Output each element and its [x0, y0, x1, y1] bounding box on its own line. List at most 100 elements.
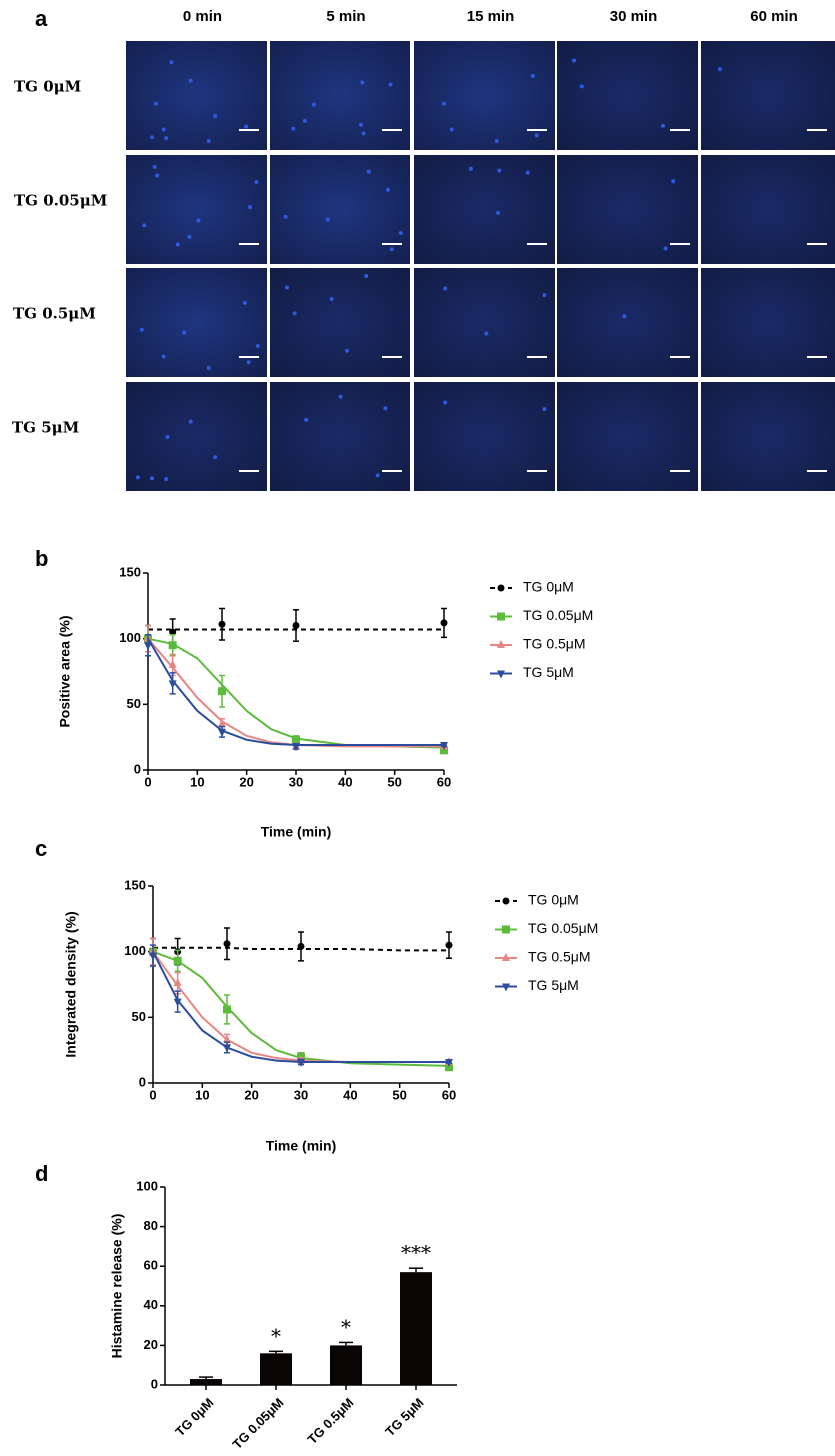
data-point	[292, 622, 300, 630]
cell-spot	[525, 170, 530, 175]
cell-spot	[496, 210, 501, 215]
micrograph	[126, 41, 267, 150]
y-tick-label: 20	[144, 1337, 158, 1352]
cell-spot	[375, 473, 380, 478]
cell-spot	[717, 67, 722, 72]
legend-marker	[502, 925, 510, 934]
data-point	[445, 1058, 453, 1067]
x-tick-label: 60	[442, 1087, 456, 1102]
micrograph	[414, 268, 555, 377]
y-axis-label: Integrated density (%)	[63, 911, 79, 1057]
x-tick-label: 30	[289, 774, 303, 789]
x-tick-label: 40	[338, 774, 352, 789]
column-label: 30 min	[610, 8, 658, 25]
legend-label: TG 5μM	[528, 977, 579, 993]
x-tick-label: 50	[392, 1087, 406, 1102]
cell-spot	[196, 218, 201, 223]
fit-line	[152, 950, 450, 1067]
legend-label: TG 0μM	[528, 892, 579, 908]
x-axis-label: Time (min)	[266, 1138, 337, 1154]
cell-spot	[150, 135, 155, 140]
cell-spot	[206, 139, 211, 144]
x-tick-label: 40	[343, 1087, 357, 1102]
micrograph	[270, 155, 410, 264]
cell-spot	[304, 417, 309, 422]
y-tick-label: 0	[134, 761, 141, 776]
cell-spot	[361, 131, 366, 136]
cell-spot	[153, 101, 158, 106]
bar	[190, 1379, 222, 1385]
cell-spot	[206, 366, 211, 371]
cell-spot	[383, 406, 388, 411]
data-point	[440, 746, 448, 755]
row-label: TG 0.05μM	[14, 192, 107, 210]
micrograph	[270, 41, 410, 150]
y-axis-label: Histamine release (%)	[109, 1214, 125, 1359]
fit-line	[152, 951, 449, 1063]
cell-spot	[338, 394, 343, 399]
micrograph	[126, 268, 267, 377]
y-tick-label: 150	[119, 564, 141, 579]
cell-spot	[572, 58, 577, 63]
data-point	[218, 719, 226, 728]
cell-spot	[542, 407, 547, 412]
legend-marker	[502, 983, 510, 992]
y-tick-label: 0	[139, 1074, 146, 1089]
cell-spot	[165, 434, 170, 439]
cell-spot	[169, 60, 174, 65]
y-tick-label: 0	[151, 1376, 158, 1391]
cell-spot	[484, 331, 489, 336]
x-tick-label: TG 0.05μM	[229, 1395, 286, 1452]
column-label: 15 min	[467, 8, 515, 25]
legend-marker	[497, 584, 505, 592]
cell-spot	[182, 330, 187, 335]
cell-spot	[175, 242, 180, 247]
significance-label: *	[341, 1315, 351, 1339]
cell-spot	[364, 274, 369, 278]
cell-spot	[366, 169, 371, 174]
cell-spot	[449, 127, 454, 132]
fit-line	[152, 951, 449, 1063]
significance-label: *	[271, 1324, 281, 1348]
micrograph	[270, 382, 410, 491]
cell-spot	[255, 343, 260, 348]
data-point	[169, 628, 177, 636]
cell-spot	[188, 419, 193, 424]
fit-line	[153, 946, 449, 952]
column-label: 5 min	[326, 8, 365, 25]
cell-spot	[388, 82, 393, 87]
cell-spot	[188, 78, 193, 83]
x-tick-label: 10	[195, 1087, 209, 1102]
cell-spot	[187, 234, 192, 239]
x-tick-label: 0	[149, 1087, 156, 1102]
micrograph	[557, 382, 698, 491]
micrograph	[557, 268, 698, 377]
cell-spot	[150, 476, 155, 481]
cell-spot	[246, 360, 251, 365]
bar	[260, 1353, 292, 1385]
data-point	[168, 680, 177, 689]
cell-spot	[161, 127, 166, 132]
y-tick-label: 100	[136, 1178, 158, 1193]
cell-spot	[663, 246, 668, 251]
cell-spot	[291, 126, 296, 131]
cell-spot	[213, 455, 218, 460]
micrograph	[414, 155, 555, 264]
legend-label: TG 0.05μM	[523, 607, 593, 623]
cell-spot	[329, 297, 334, 302]
panel-label: c	[35, 836, 47, 861]
data-point	[440, 619, 448, 627]
micrograph	[414, 382, 555, 491]
legend-marker	[497, 640, 505, 648]
cell-spot	[325, 217, 330, 222]
x-tick-label: TG 0μM	[172, 1395, 216, 1439]
cell-spot	[164, 136, 169, 141]
column-label: 60 min	[750, 8, 798, 25]
data-point	[297, 1058, 305, 1067]
micrograph	[126, 382, 267, 491]
panel-label: a	[35, 6, 48, 31]
cell-spot	[244, 124, 249, 129]
cell-spot	[360, 80, 365, 85]
bar	[400, 1272, 432, 1385]
cell-spot	[359, 122, 364, 127]
